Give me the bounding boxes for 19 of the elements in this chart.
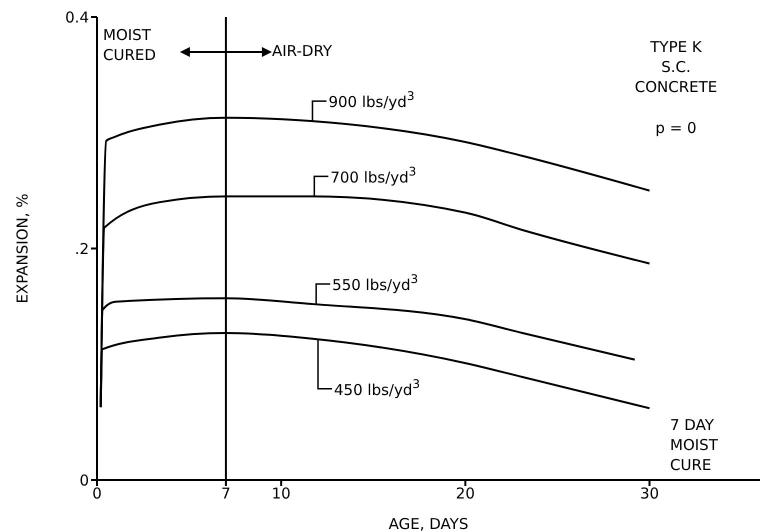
annotation: 900 lbs/yd$^{3}$ xyxy=(328,89,414,112)
x-tick-label: 10 xyxy=(272,484,291,503)
annotation: 700 lbs/yd$^{3}$ xyxy=(330,164,416,186)
annotation: AIR-DRY xyxy=(272,42,333,60)
y-tick-label: .2 xyxy=(74,240,89,258)
x-tick-label: 7 xyxy=(221,484,231,503)
x-tick-label: 30 xyxy=(640,484,660,503)
y-tick-label: 0 xyxy=(79,471,89,490)
x-axis-title: AGE, DAYS xyxy=(388,515,468,531)
annotation: TYPE K S.C. CONCRETE xyxy=(634,38,718,96)
x-tick-label: 0 xyxy=(92,484,102,503)
x-tick-label: 20 xyxy=(456,484,475,503)
annotation: 550 lbs/yd$^{3}$ xyxy=(332,272,418,294)
y-axis-title: EXPANSION, % xyxy=(13,193,32,304)
annotation: 7 DAY MOIST CURE xyxy=(670,416,719,474)
y-tick-label: 0.4 xyxy=(65,8,89,26)
annotation: 450 lbs/yd$^{3}$ xyxy=(334,376,420,399)
annotation: MOIST CURED xyxy=(103,26,156,64)
annotation: p = 0 xyxy=(655,119,697,137)
